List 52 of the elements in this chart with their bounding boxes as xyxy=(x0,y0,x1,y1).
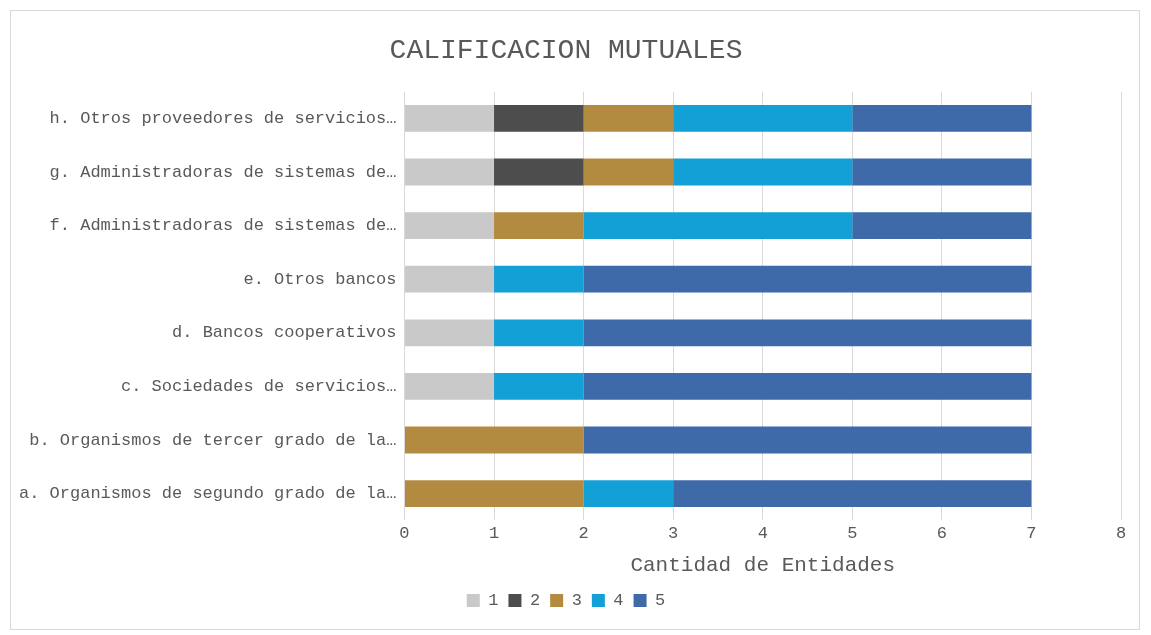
bar xyxy=(404,105,495,132)
x-tick-label: 0 xyxy=(399,524,410,544)
x-tick-label: 7 xyxy=(1026,524,1037,544)
bar xyxy=(404,480,584,507)
bar xyxy=(404,158,495,186)
legend-label: 5 xyxy=(655,591,666,610)
bar xyxy=(673,105,853,132)
bar xyxy=(404,373,495,400)
bar xyxy=(494,319,584,347)
bar xyxy=(673,158,853,186)
bar xyxy=(404,212,495,239)
legend-label: 2 xyxy=(529,591,541,610)
y-tick-label: e. Otros bancos xyxy=(243,269,397,289)
y-tick-label: h. Otros proveedores de servicios… xyxy=(49,108,397,128)
bar xyxy=(583,158,674,186)
x-tick-label: 4 xyxy=(757,524,768,544)
bar xyxy=(404,265,495,293)
bar xyxy=(673,480,1032,507)
y-tick-label: d. Bancos cooperativos xyxy=(172,323,397,343)
bar xyxy=(583,105,674,132)
x-tick-label: 6 xyxy=(936,524,947,544)
bar xyxy=(583,480,674,507)
bar xyxy=(583,373,1032,400)
bar xyxy=(852,158,1032,186)
legend-label: 3 xyxy=(571,591,582,610)
bar xyxy=(852,105,1032,132)
legend-label: 4 xyxy=(613,591,624,610)
bar xyxy=(583,212,853,239)
y-tick-label: f. Administradoras de sistemas de… xyxy=(49,216,397,236)
bar xyxy=(494,158,584,186)
y-tick-label: c. Sociedades de servicios… xyxy=(121,376,397,396)
bar xyxy=(494,265,584,293)
legend-label: 1 xyxy=(488,591,499,610)
y-tick-label: g. Administradoras de sistemas de… xyxy=(49,162,397,182)
x-tick-label: 1 xyxy=(488,524,500,544)
y-tick-label: a. Organismos de segundo grado de la… xyxy=(18,484,397,504)
y-tick-label: b. Organismos de tercer grado de la… xyxy=(29,430,397,450)
bar xyxy=(852,212,1032,239)
x-tick-label: 3 xyxy=(668,524,679,544)
x-axis-title: Cantidad de Entidades xyxy=(630,553,896,577)
bar xyxy=(404,319,495,347)
x-tick-label: 2 xyxy=(578,524,589,544)
bar xyxy=(404,426,584,454)
bar xyxy=(583,319,1032,347)
x-tick-label: 5 xyxy=(847,524,858,544)
bar xyxy=(583,265,1032,293)
bar xyxy=(494,212,584,239)
bar xyxy=(494,373,584,400)
x-tick-label: 8 xyxy=(1115,524,1127,544)
bar xyxy=(583,426,1032,454)
chart-title: CALIFICACION MUTUALES xyxy=(389,35,743,67)
bar xyxy=(494,105,584,132)
